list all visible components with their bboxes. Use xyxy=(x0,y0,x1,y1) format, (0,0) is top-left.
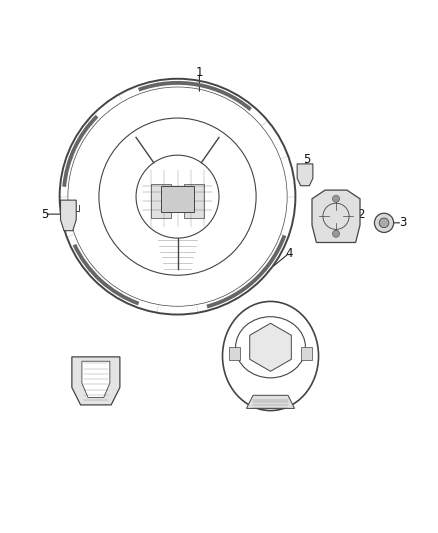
Bar xyxy=(151,183,171,219)
Circle shape xyxy=(332,230,339,237)
Text: 5: 5 xyxy=(303,153,310,166)
Bar xyxy=(229,348,240,360)
Circle shape xyxy=(379,218,389,228)
Polygon shape xyxy=(82,361,110,398)
Text: 2: 2 xyxy=(357,208,365,222)
Polygon shape xyxy=(312,190,360,243)
Polygon shape xyxy=(297,164,313,185)
Bar xyxy=(301,348,312,360)
Polygon shape xyxy=(72,357,120,405)
Polygon shape xyxy=(250,323,291,372)
Text: 4: 4 xyxy=(285,247,293,260)
Text: 6: 6 xyxy=(105,360,113,374)
Bar xyxy=(161,185,194,212)
Text: 5: 5 xyxy=(41,208,48,221)
Polygon shape xyxy=(247,395,294,408)
Circle shape xyxy=(374,213,394,232)
Text: 1: 1 xyxy=(196,66,203,79)
Circle shape xyxy=(332,195,339,203)
Polygon shape xyxy=(60,200,76,231)
Bar xyxy=(184,183,204,219)
Text: 3: 3 xyxy=(399,216,406,229)
